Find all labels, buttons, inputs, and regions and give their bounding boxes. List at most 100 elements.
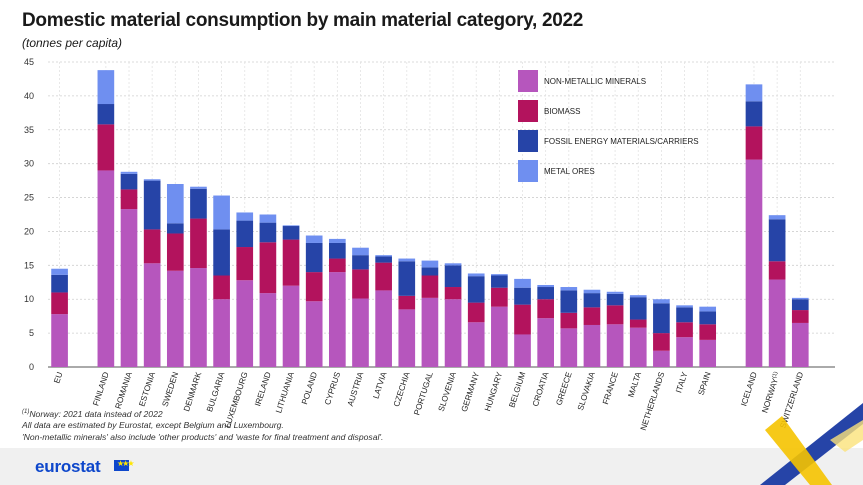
bar-segment (629, 295, 647, 298)
bar-segment (514, 278, 531, 288)
y-tick-label: 5 (29, 328, 34, 338)
y-tick-label: 15 (24, 260, 34, 270)
bar-segment (653, 303, 670, 334)
bar-segment (791, 299, 809, 311)
bar-segment (606, 324, 624, 367)
bar-segment (329, 238, 346, 243)
x-tick-label: EU (52, 371, 64, 385)
bar-segment (97, 104, 115, 125)
bar-segment (213, 299, 230, 367)
bar-segment (421, 297, 439, 367)
bar-segment (629, 319, 647, 328)
footnote-norway: (1)Norway: 2021 data instead of 2022 (22, 408, 163, 419)
bar-segment (97, 70, 115, 105)
bar-segment (699, 311, 717, 325)
bar-segment (768, 219, 786, 262)
bar-segment (236, 247, 254, 281)
bar-segment (375, 256, 392, 263)
bar-segment (467, 322, 485, 367)
bar-segment (699, 306, 717, 312)
bar-segment (236, 220, 254, 248)
bar-segment (236, 212, 254, 221)
bar-segment (282, 225, 300, 227)
bar-segment (282, 239, 300, 286)
bar-segment (491, 287, 508, 307)
footer-bar (0, 448, 863, 485)
bar-segment (467, 302, 485, 323)
bar-segment (514, 334, 531, 367)
bar-segment (398, 309, 416, 367)
bar-segment (745, 159, 763, 367)
bar-segment (699, 324, 717, 340)
x-tick-superscript: (1) (771, 371, 779, 379)
bar-segment (491, 275, 508, 288)
chart-subtitle: (tonnes per capita) (22, 36, 123, 50)
bar-segment (259, 293, 277, 367)
legend-swatch (518, 160, 538, 182)
bar-segment (537, 299, 554, 319)
bar-segment (282, 226, 300, 240)
eurostat-logo[interactable]: eurostat (35, 457, 101, 476)
bar-segment (190, 186, 207, 189)
legend-label: BIOMASS (544, 107, 580, 116)
bar-segment (653, 333, 670, 351)
y-tick-label: 40 (24, 91, 34, 101)
bar-segment (676, 307, 693, 323)
bar-segment (768, 215, 786, 220)
bar-segment (51, 314, 68, 367)
bar-segment (583, 307, 601, 325)
bar-segment (305, 242, 323, 273)
bar-segment (537, 284, 554, 288)
bar-segment (352, 255, 369, 270)
legend-label: FOSSIL ENERGY MATERIALS/CARRIERS (544, 137, 699, 146)
y-tick-label: 45 (24, 57, 34, 67)
bar-segment (606, 293, 624, 306)
bar-segment (143, 179, 161, 181)
bar-segment (51, 274, 68, 293)
bar-segment (491, 274, 508, 276)
bar-segment (352, 269, 369, 299)
bar-segment (166, 184, 184, 224)
bar-segment (653, 299, 670, 304)
bar-segment (375, 255, 392, 257)
bar-segment (791, 322, 809, 367)
y-tick-label: 35 (24, 125, 34, 135)
bar-segment (629, 327, 647, 367)
y-tick-label: 20 (24, 226, 34, 236)
bar-segment (444, 265, 462, 288)
y-tick-label: 30 (24, 159, 34, 169)
bar-segment (51, 292, 68, 315)
bar-segment (791, 310, 809, 323)
bar-segment (583, 324, 601, 367)
bar-segment (444, 299, 462, 367)
chart-title: Domestic material consumption by main ma… (22, 10, 584, 31)
bar-segment (166, 223, 184, 234)
bar-segment (329, 272, 346, 367)
bar-segment (653, 350, 670, 367)
bar-segment (259, 214, 277, 223)
footnote-estimates: All data are estimated by Eurostat, exce… (22, 420, 284, 431)
eu-flag-icon: ★★★ (114, 459, 134, 471)
bar-segment (305, 235, 323, 243)
bar-segment (398, 295, 416, 310)
bar-segment (491, 306, 508, 367)
bar-segment (120, 173, 138, 190)
legend-swatch (518, 70, 538, 92)
bar-segment (583, 293, 601, 308)
bar-segment (259, 222, 277, 243)
legend-swatch (518, 130, 538, 152)
bar-segment (768, 261, 786, 280)
legend-label: NON-METALLIC MINERALS (544, 77, 646, 86)
bar-segment (606, 305, 624, 325)
bar-segment (745, 126, 763, 160)
bar-segment (375, 290, 392, 367)
bar-segment (676, 305, 693, 308)
bar-segment (329, 242, 346, 259)
bar-segment (560, 328, 578, 367)
bar-segment (398, 261, 416, 296)
bar-segment (305, 301, 323, 367)
bar-segment (514, 287, 531, 305)
bar-segment (190, 188, 207, 219)
footnotes: (1)Norway: 2021 data instead of 2022 All… (22, 407, 383, 444)
